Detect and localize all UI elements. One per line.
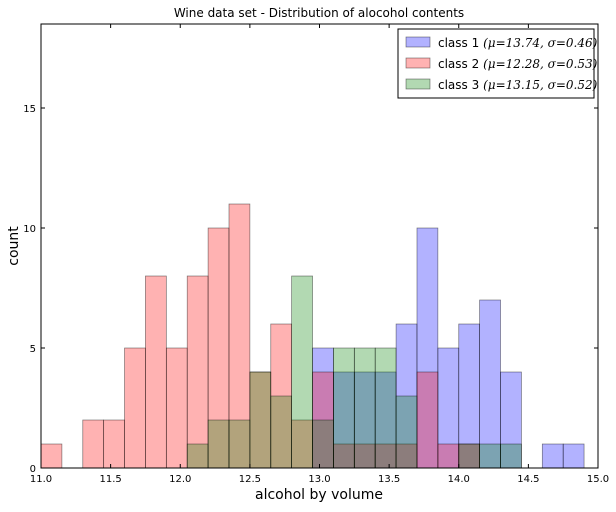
bar-class-3-bin-7 [186,443,209,469]
y-tick-label: 15 [23,104,36,115]
bar-class-2-bin-18 [416,371,439,469]
legend-entry: class 2 (μ=12.28, σ=0.53) [438,57,598,71]
bar-class-2-bin-5 [145,275,167,469]
bar-class-3-bin-13 [312,419,334,469]
y-tick-label: 10 [23,224,36,235]
y-tick-label: 5 [30,344,36,355]
bar-class-2-bin-4 [124,347,146,469]
bar-class-3-bin-10 [249,371,272,469]
bar-class-3-bin-14 [333,347,355,469]
bar-class-2-bin-3 [103,419,125,469]
legend: class 1 (μ=13.74, σ=0.46) class 2 (μ=12.2… [397,28,598,99]
legend-swatch [405,78,431,90]
x-axis-label: alcohol by volume [255,487,383,503]
bar-class-1-bin-24 [541,443,564,469]
y-axis: 0 5 10 15 [23,104,598,475]
x-tick-label: 12.0 [169,474,191,485]
bar-class-2-bin-19 [437,443,460,469]
bar-class-3-bin-22 [500,443,522,469]
x-tick-label: 11.0 [30,474,52,485]
bar-class-2-bin-2 [82,419,105,469]
bar-class-3-bin-17 [395,395,418,469]
bar-class-1-bin-25 [562,443,585,469]
x-tick-label: 15.0 [587,474,609,485]
x-tick-label: 14.0 [448,474,470,485]
x-tick-label: 11.5 [99,474,121,485]
y-axis-label: count [6,226,22,266]
x-tick-label: 14.5 [517,474,539,485]
legend-swatch [405,57,431,69]
bar-class-2-bin-6 [165,347,188,469]
x-tick-label: 13.0 [308,474,330,485]
legend-entry: class 1 (μ=13.74, σ=0.46) [438,36,598,50]
bar-class-3-bin-20 [458,443,480,469]
x-axis: 11.0 11.5 12.0 12.5 13.0 13.5 14.0 14.5 15.0 [30,24,609,485]
bar-class-3-bin-15 [353,347,376,469]
legend-swatch [405,36,431,48]
x-tick-label: 13.5 [378,474,400,485]
bar-class-3-bin-12 [291,275,313,469]
bar-class-3-bin-11 [270,395,293,469]
bar-class-2-bin-7 [186,275,209,469]
bar-class-3-bin-8 [207,419,230,469]
bar-class-3-bin-16 [374,347,397,469]
legend-box [397,28,595,99]
bar-class-3-bin-21 [479,443,501,469]
bar-class-2-bin-0 [40,443,63,469]
chart-title: Wine data set - Distribution of alocohol… [174,6,464,20]
y-tick-label: 0 [30,464,36,475]
legend-entry: class 3 (μ=13.15, σ=0.52) [438,78,598,92]
bar-class-3-bin-9 [228,419,251,469]
x-tick-label: 12.5 [239,474,261,485]
bar-class-1-bin-21 [479,299,501,469]
